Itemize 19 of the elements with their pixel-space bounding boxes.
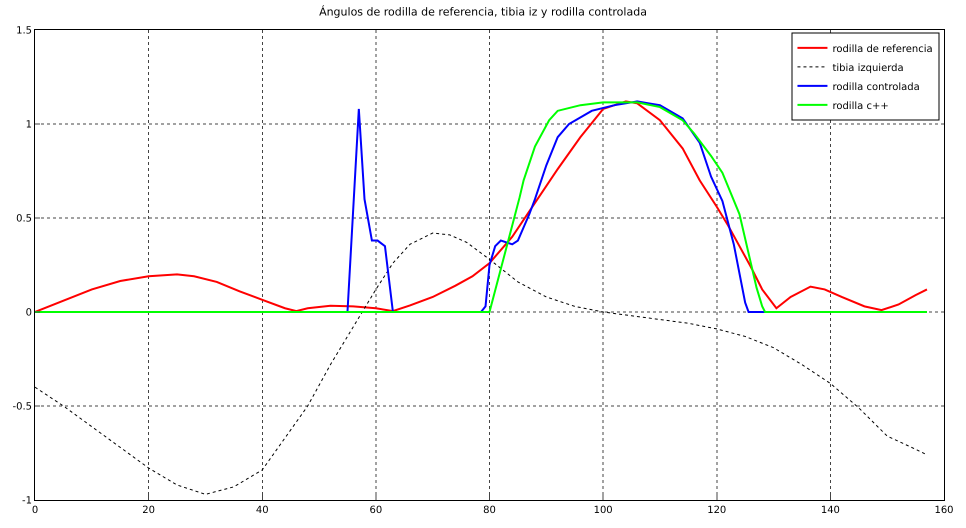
x-tick-label: 20 — [142, 505, 155, 516]
y-tick-label: -0.5 — [12, 402, 32, 412]
x-tick-label: 80 — [483, 505, 496, 516]
legend-label: tibia izquierda — [832, 62, 904, 74]
legend-label: rodilla c++ — [832, 100, 889, 112]
x-tick-label: 120 — [707, 505, 726, 516]
legend-label: rodilla controlada — [832, 82, 920, 93]
x-tick-label: 100 — [594, 505, 613, 516]
y-tick-label: 0.5 — [16, 214, 32, 224]
y-tick-label: -1 — [22, 496, 32, 506]
x-tick-label: 160 — [934, 505, 954, 516]
y-tick-label: 1 — [26, 120, 32, 130]
legend-label: rodilla de referencia — [832, 44, 933, 55]
y-tick-label: 0 — [26, 308, 32, 318]
chart-title: Ángulos de rodilla de referencia, tibia iz y rodilla controlada — [319, 4, 647, 19]
y-tick-label: 1.5 — [16, 26, 32, 36]
x-tick-label: 140 — [820, 505, 840, 516]
x-tick-label: 40 — [256, 505, 269, 516]
x-tick-label: 60 — [370, 505, 382, 516]
